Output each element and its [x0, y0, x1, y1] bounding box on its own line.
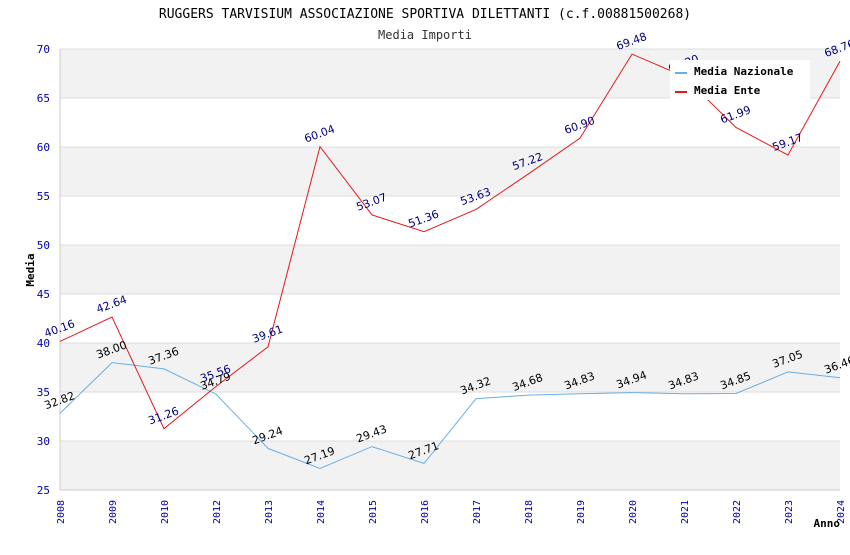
series-line-media-nazionale	[59, 362, 841, 470]
y-tick-label: 50	[37, 239, 50, 252]
legend-label-media-nazionale: Media Nazionale	[694, 65, 794, 78]
data-label-media-ente: 68.76	[823, 37, 850, 60]
background-bands	[60, 49, 840, 490]
x-tick-label: 2021	[680, 500, 691, 524]
x-tick-label: 2018	[524, 500, 535, 524]
y-tick-label: 70	[37, 43, 50, 56]
x-tick-label: 2014	[316, 500, 327, 524]
x-tick-label: 2020	[628, 500, 639, 524]
chart-title: RUGGERS TARVISIUM ASSOCIAZIONE SPORTIVA …	[159, 7, 691, 22]
x-tick-label: 2017	[472, 500, 483, 524]
data-label-media-ente: 61.99	[719, 103, 753, 126]
chart-subtitle: Media Importi	[378, 28, 472, 42]
y-tick-label: 40	[37, 337, 50, 350]
y-tick-label: 25	[37, 484, 50, 497]
y-tick-label: 55	[37, 190, 50, 203]
data-label-media-ente: 39.61	[251, 323, 285, 346]
y-tick-label: 45	[37, 288, 50, 301]
data-label-media-ente: 60.04	[303, 122, 337, 145]
data-label-media-ente: 31.26	[147, 404, 181, 427]
x-tick-label: 2010	[160, 500, 171, 524]
y-axis-ticks: 25 30 35 40 45 50 55 60 65 70	[37, 43, 50, 497]
series-line-media-ente	[59, 53, 841, 430]
y-tick-label: 30	[37, 435, 50, 448]
legend-background	[670, 60, 810, 100]
x-tick-label: 2016	[420, 500, 431, 524]
x-axis-ticks: 2008 2009 2010 2012 2013 2014 2015 2016 2017 2018…	[56, 500, 847, 524]
x-tick-label: 2013	[264, 500, 275, 524]
legend-label-media-ente: Media Ente	[694, 84, 761, 97]
gridlines	[59, 48, 840, 491]
x-tick-label: 2019	[576, 500, 587, 524]
grid-band	[60, 147, 840, 196]
grid-band	[60, 441, 840, 490]
grid-band	[60, 245, 840, 294]
y-axis-label: Media	[24, 253, 37, 286]
series-lines	[59, 53, 841, 470]
x-tick-label: 2009	[108, 500, 119, 524]
legend: Media Nazionale Media Ente	[670, 60, 810, 100]
x-tick-label: 2023	[784, 500, 795, 524]
data-label-media-ente: 60.90	[563, 114, 597, 137]
y-tick-label: 60	[37, 141, 50, 154]
x-tick-label: 2008	[56, 500, 67, 524]
y-tick-label: 35	[37, 386, 50, 399]
x-tick-label: 2012	[212, 500, 223, 524]
x-tick-label: 2024	[836, 500, 847, 524]
grid-band	[60, 343, 840, 392]
data-label-media-ente: 42.64	[95, 293, 129, 316]
x-tick-label: 2022	[732, 500, 743, 524]
x-tick-label: 2015	[368, 500, 379, 524]
y-tick-label: 65	[37, 92, 50, 105]
x-axis-label: Anno	[814, 517, 841, 530]
